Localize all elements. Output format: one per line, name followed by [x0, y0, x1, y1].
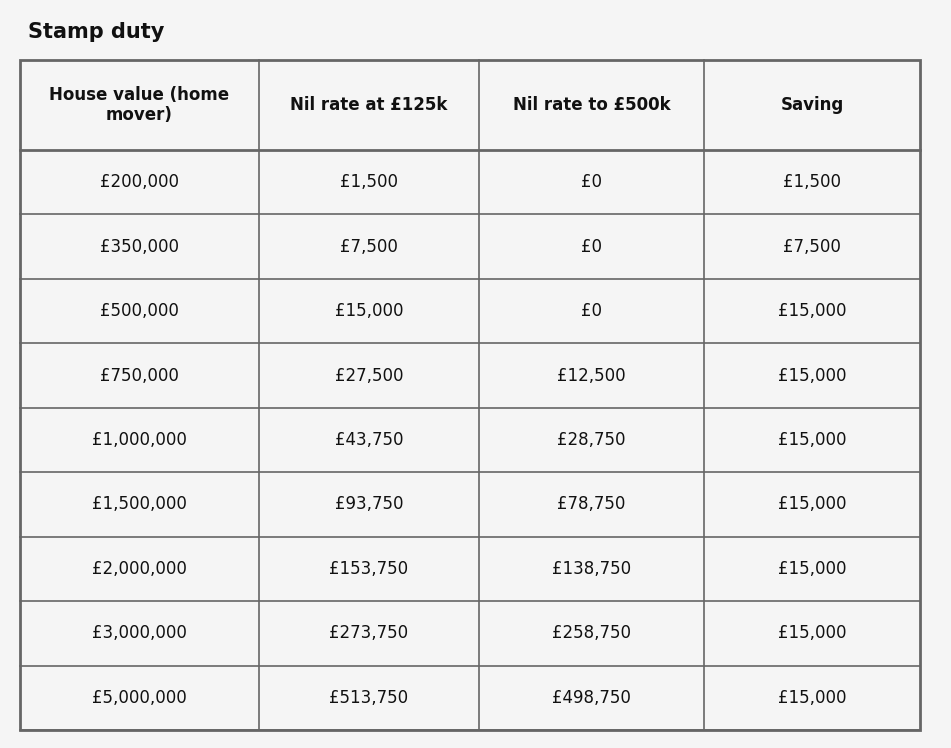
Text: £2,000,000: £2,000,000: [92, 560, 186, 578]
Text: £15,000: £15,000: [778, 367, 846, 384]
Text: Stamp duty: Stamp duty: [28, 22, 165, 42]
Text: £350,000: £350,000: [100, 238, 179, 256]
Text: £498,750: £498,750: [553, 689, 631, 707]
Text: £0: £0: [581, 302, 602, 320]
Text: £3,000,000: £3,000,000: [92, 625, 186, 643]
Text: £750,000: £750,000: [100, 367, 179, 384]
Text: £15,000: £15,000: [335, 302, 403, 320]
Text: £93,750: £93,750: [335, 495, 403, 513]
Text: £273,750: £273,750: [329, 625, 408, 643]
Text: £258,750: £258,750: [552, 625, 631, 643]
Text: £1,500,000: £1,500,000: [92, 495, 186, 513]
Text: £1,000,000: £1,000,000: [92, 431, 186, 449]
Text: £28,750: £28,750: [557, 431, 626, 449]
Text: £15,000: £15,000: [778, 495, 846, 513]
Text: £1,500: £1,500: [783, 174, 841, 191]
Text: £15,000: £15,000: [778, 302, 846, 320]
Text: £15,000: £15,000: [778, 625, 846, 643]
Text: £1,500: £1,500: [340, 174, 398, 191]
Text: £153,750: £153,750: [329, 560, 408, 578]
Text: Saving: Saving: [781, 96, 844, 114]
Text: £200,000: £200,000: [100, 174, 179, 191]
Text: £7,500: £7,500: [340, 238, 398, 256]
Text: £15,000: £15,000: [778, 431, 846, 449]
Text: £78,750: £78,750: [557, 495, 626, 513]
Text: £15,000: £15,000: [778, 560, 846, 578]
Text: £5,000,000: £5,000,000: [92, 689, 186, 707]
Text: £138,750: £138,750: [552, 560, 631, 578]
Bar: [20, 60, 920, 730]
Text: £0: £0: [581, 174, 602, 191]
Text: £500,000: £500,000: [100, 302, 179, 320]
Text: £43,750: £43,750: [335, 431, 403, 449]
Text: £15,000: £15,000: [778, 689, 846, 707]
Text: Nil rate to £500k: Nil rate to £500k: [513, 96, 670, 114]
Text: Nil rate at £125k: Nil rate at £125k: [290, 96, 447, 114]
Text: £7,500: £7,500: [783, 238, 841, 256]
Text: £27,500: £27,500: [335, 367, 403, 384]
Text: £12,500: £12,500: [557, 367, 626, 384]
Text: House value (home
mover): House value (home mover): [49, 85, 229, 124]
Text: £0: £0: [581, 238, 602, 256]
Text: £513,750: £513,750: [329, 689, 408, 707]
